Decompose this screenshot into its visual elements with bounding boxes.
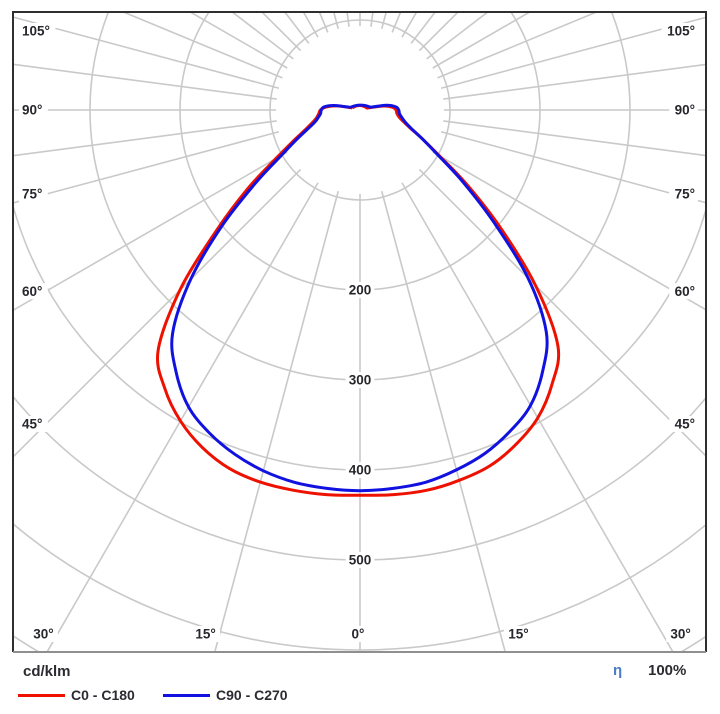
legend-swatch-c90-c270: [163, 693, 210, 697]
legend-label-c0-c180: C0 - C180: [71, 687, 135, 703]
angle-tick-label-bg: [19, 416, 48, 432]
angle-tick-label-bg: [666, 626, 695, 642]
grid-spoke: [14, 16, 280, 90]
angle-tick-label: 90°: [22, 103, 42, 118]
angle-tick-label-bg: [669, 102, 698, 118]
legend-item-c0-c180: C0 - C180: [18, 687, 135, 703]
radial-tick-label-bg: [345, 462, 375, 478]
angle-tick-label-bg: [661, 23, 698, 39]
grid-spoke: [440, 130, 705, 204]
radial-tick-label-bg: [345, 282, 375, 298]
radial-tick-label-bg: [345, 372, 375, 388]
efficiency-symbol: η: [613, 662, 623, 679]
angle-tick-label: 30°: [33, 627, 53, 642]
grid-minor-spoke: [123, 13, 283, 79]
grid-minor-spoke: [443, 120, 705, 157]
radial-tick-label: 400: [349, 463, 372, 478]
grid-minor-spoke: [437, 13, 597, 79]
grid-spoke: [190, 13, 288, 69]
angle-tick-label: 60°: [22, 284, 42, 299]
efficiency-value: 100%: [648, 662, 687, 679]
unit-label: cd/klm: [23, 663, 71, 680]
angle-tick-label-bg: [29, 626, 58, 642]
grid-spoke: [401, 182, 674, 651]
legend-item-c90-c270: C90 - C270: [163, 687, 288, 703]
radial-tick-label: 500: [349, 553, 372, 568]
angle-tick-label: 15°: [508, 627, 528, 642]
grid-minor-spoke: [14, 63, 277, 100]
angle-tick-label-bg: [19, 186, 48, 203]
angle-tick-label-bg: [669, 416, 698, 432]
angle-tick-label-bg: [347, 626, 369, 642]
radial-tick-label: 200: [349, 283, 372, 298]
curve-c90-c270: [170, 103, 549, 493]
angle-tick-label-bg: [19, 23, 56, 39]
angle-tick-label-bg: [19, 283, 48, 300]
angle-tick-label: 45°: [22, 417, 42, 432]
angle-tick-label: 0°: [352, 627, 365, 642]
angle-tick-label: 75°: [22, 187, 42, 202]
grid-spoke: [14, 130, 280, 204]
angle-tick-label-bg: [669, 283, 698, 300]
grid-spoke: [14, 168, 302, 458]
angle-tick-label: 105°: [22, 24, 50, 39]
legend-label-c90-c270: C90 - C270: [216, 687, 288, 703]
angle-tick-label: 75°: [675, 187, 695, 202]
plot-border: [12, 11, 707, 652]
angle-tick-label: 90°: [675, 103, 695, 118]
angle-tick-label: 45°: [675, 417, 695, 432]
grid-minor-spoke: [443, 63, 705, 100]
grid-spoke: [214, 190, 340, 651]
angle-tick-label: 30°: [670, 627, 690, 642]
grid-spoke: [46, 182, 319, 651]
angle-tick-label: 105°: [667, 24, 695, 39]
legend-swatch-c0-c180: [18, 693, 65, 697]
grid-spoke: [440, 16, 705, 90]
grid-spoke: [418, 168, 705, 457]
angle-tick-label: 15°: [195, 627, 215, 642]
radial-tick-label: 300: [349, 373, 372, 388]
radial-tick-label-bg: [345, 552, 375, 568]
angle-tick-label-bg: [669, 186, 698, 203]
angle-tick-label-bg: [19, 102, 48, 118]
angle-tick-label-bg: [191, 626, 220, 642]
grid-spoke: [432, 13, 530, 69]
angle-tick-label-bg: [504, 626, 533, 642]
angle-tick-label: 60°: [675, 284, 695, 299]
grid-minor-spoke: [14, 120, 277, 157]
